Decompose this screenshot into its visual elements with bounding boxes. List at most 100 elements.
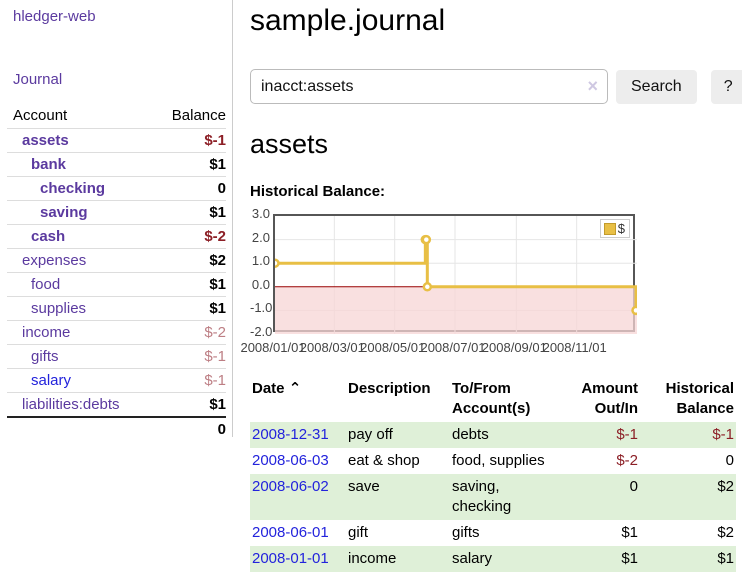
y-axis-tick-label: 0.0: [251, 276, 270, 292]
account-row: supplies $1: [7, 296, 226, 321]
accounts-total-row: 0: [7, 417, 226, 441]
historical-balance-chart: $ 3.0 2.0 1.0 0.0 -1.0 -2.0 2008/01/01 2008/03…: [240, 206, 710, 360]
y-axis-tick-label: -1.0: [250, 300, 273, 316]
account-balance: $1: [209, 276, 226, 293]
account-row: checking 0: [7, 176, 226, 201]
txn-amount: $1: [621, 524, 638, 541]
x-axis-tick-label: 2008/05/01: [360, 340, 426, 355]
txn-accounts: salary: [452, 550, 493, 567]
txn-date-link[interactable]: 2008-06-03: [252, 452, 329, 469]
chart-legend: $: [599, 219, 630, 238]
main-content: sample.journal × Search ? assets Histori…: [240, 0, 742, 572]
txn-description: gift: [348, 524, 369, 541]
header-account: To/From Account(s): [452, 380, 531, 417]
register-row: 2008-01-01 income salary $1 $1: [250, 546, 736, 572]
account-link-cash[interactable]: cash: [31, 228, 66, 245]
txn-description: eat & shop: [348, 452, 420, 469]
sort-ascending-icon: ⌃: [288, 380, 302, 397]
txn-amount: $-1: [616, 426, 638, 443]
account-link-expenses[interactable]: expenses: [22, 252, 87, 269]
txn-amount: 0: [629, 478, 638, 495]
search-input[interactable]: [250, 69, 608, 104]
account-link-salary[interactable]: salary: [31, 372, 72, 389]
txn-accounts: debts: [452, 426, 489, 443]
account-balance: $-1: [204, 348, 226, 365]
accounts-header-row: Account Balance: [7, 104, 226, 129]
x-axis-tick-label: 2008/03/01: [299, 340, 365, 355]
txn-date-link[interactable]: 2008-12-31: [252, 426, 329, 443]
account-balance: $-1: [204, 132, 226, 149]
account-link-income[interactable]: income: [22, 324, 71, 341]
account-link-bank[interactable]: bank: [31, 156, 67, 173]
chart-title: Historical Balance:: [250, 183, 386, 200]
account-balance: $2: [209, 252, 226, 269]
txn-amount: $-2: [616, 452, 638, 469]
txn-date-link[interactable]: 2008-01-01: [252, 550, 329, 567]
register-table: Date ⌃ Description To/From Account(s) Am…: [250, 376, 736, 572]
search-button[interactable]: Search: [616, 69, 697, 104]
brand-link[interactable]: hledger-web: [13, 8, 96, 25]
txn-balance: $2: [717, 524, 734, 541]
register-row: 2008-06-02 save saving, checking 0 $2: [250, 474, 736, 520]
clear-search-icon[interactable]: ×: [587, 76, 598, 96]
accounts-header-balance: Balance: [171, 107, 226, 124]
account-row: income $-2: [7, 320, 226, 345]
account-row: gifts $-1: [7, 344, 226, 369]
register-row: 2008-12-31 pay off debts $-1 $-1: [250, 422, 736, 448]
search-form: × Search ?: [250, 69, 742, 104]
account-balance: $-1: [204, 372, 226, 389]
account-row: saving $1: [7, 200, 226, 225]
header-amount: Amount Out/In: [581, 380, 638, 417]
accounts-header-account: Account: [13, 107, 68, 124]
account-heading: assets: [250, 129, 329, 159]
account-row: salary $-1: [7, 368, 226, 393]
account-link-saving[interactable]: saving: [40, 204, 88, 221]
account-row: liabilities:debts $1: [7, 392, 226, 418]
txn-balance: 0: [725, 452, 734, 469]
txn-accounts: gifts: [452, 524, 480, 541]
txn-date-link[interactable]: 2008-06-02: [252, 478, 329, 495]
account-balance: $1: [209, 204, 226, 221]
header-balance: Historical Balance: [665, 380, 734, 417]
txn-accounts: saving, checking: [452, 478, 512, 515]
txn-date-link[interactable]: 2008-06-01: [252, 524, 329, 541]
txn-balance: $-1: [712, 426, 734, 443]
x-axis-tick-label: 2008/11/01: [542, 340, 607, 355]
accounts-total-value: 0: [217, 421, 226, 438]
account-balance: $1: [209, 156, 226, 173]
sidebar-item-journal[interactable]: Journal: [13, 71, 63, 88]
register-row: 2008-06-01 gift gifts $1 $2: [250, 520, 736, 546]
account-link-liabilities-debts[interactable]: liabilities:debts: [22, 396, 120, 413]
account-balance: 0: [217, 180, 226, 197]
txn-description: income: [348, 550, 397, 567]
account-row: cash $-2: [7, 224, 226, 249]
txn-amount: $1: [621, 550, 638, 567]
account-row: food $1: [7, 272, 226, 297]
sidebar: hledger-web Journal Account Balance asse…: [0, 0, 233, 438]
account-link-supplies[interactable]: supplies: [31, 300, 87, 317]
txn-description: pay off: [348, 426, 393, 443]
account-link-gifts[interactable]: gifts: [31, 348, 59, 365]
account-row: assets $-1: [7, 128, 226, 153]
account-link-food[interactable]: food: [31, 276, 61, 293]
txn-description: save: [348, 478, 380, 495]
header-date[interactable]: Date ⌃: [252, 380, 302, 397]
x-axis-tick-label: 2008/07/01: [420, 340, 486, 355]
account-balance: $1: [209, 396, 226, 413]
register-row: 2008-06-03 eat & shop food, supplies $-2…: [250, 448, 736, 474]
y-axis-tick-label: 3.0: [251, 206, 270, 221]
account-balance: $-2: [204, 228, 226, 245]
help-button[interactable]: ?: [710, 69, 742, 104]
account-row: bank $1: [7, 152, 226, 177]
account-balance: $-2: [204, 324, 226, 341]
account-balance: $1: [209, 300, 226, 317]
page-title: sample.journal: [250, 4, 446, 37]
chart-plot-area[interactable]: $: [273, 214, 637, 334]
legend-label: $: [617, 221, 625, 236]
header-description: Description: [348, 380, 431, 397]
x-axis-tick-label: 2008/01/01: [240, 340, 306, 355]
account-link-assets[interactable]: assets: [22, 132, 69, 149]
y-axis-tick-label: -2.0: [250, 324, 273, 339]
account-link-checking[interactable]: checking: [40, 180, 106, 197]
y-axis-tick-label: 1.0: [251, 253, 270, 269]
